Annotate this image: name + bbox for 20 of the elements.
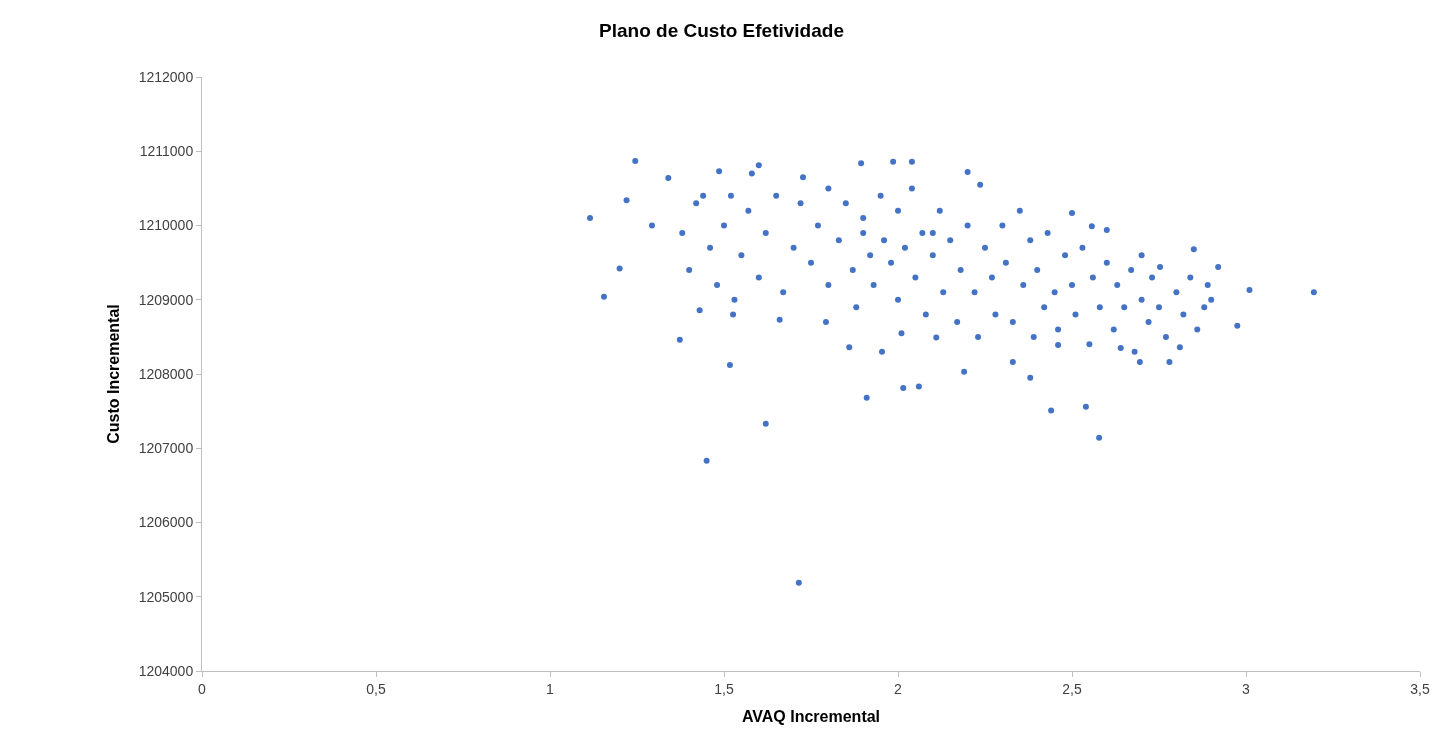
- x-tick-label: 1,5: [714, 680, 734, 697]
- y-tick-label: 1206000: [138, 514, 194, 531]
- x-tick-label: 1: [546, 680, 555, 697]
- x-tick-label: 2: [894, 680, 903, 697]
- chart-title: Plano de Custo Efetividade: [599, 19, 844, 41]
- x-tick-label: 2,5: [1062, 680, 1082, 697]
- x-tick-label: 0,5: [366, 680, 386, 697]
- y-tick-label: 1205000: [138, 588, 194, 605]
- y-tick-label: 1210000: [138, 217, 194, 234]
- y-tick-label: 1208000: [138, 365, 194, 382]
- x-tick-label: 0: [198, 680, 207, 697]
- y-tick-label: 1207000: [138, 440, 194, 457]
- x-tick-label: 3,5: [1410, 680, 1430, 697]
- y-axis-title: Custo Incremental: [104, 304, 122, 444]
- y-tick-label: 1212000: [138, 68, 194, 85]
- y-tick-label: 1204000: [138, 662, 194, 679]
- y-tick-label: 1211000: [139, 143, 194, 160]
- x-tick-label: 3: [1242, 680, 1251, 697]
- y-tick-label: 1209000: [138, 291, 194, 308]
- x-axis-title: AVAQ Incremental: [741, 708, 881, 726]
